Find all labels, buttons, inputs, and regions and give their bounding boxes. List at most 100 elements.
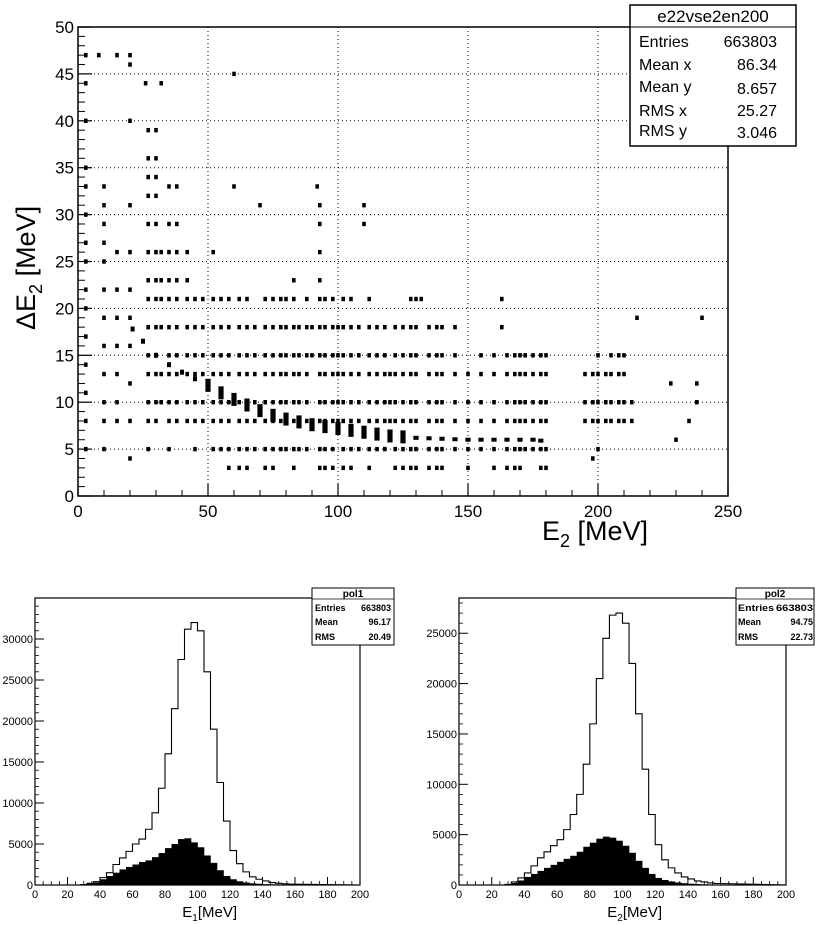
scatter-point bbox=[245, 324, 249, 330]
y-tick-label: 0 bbox=[65, 487, 74, 506]
scatter-point bbox=[622, 418, 626, 424]
scatter-point bbox=[479, 371, 483, 377]
histogram-filled-bin bbox=[223, 875, 231, 885]
scatter-point bbox=[414, 465, 418, 471]
scatter-point bbox=[185, 418, 189, 424]
scatter-point bbox=[583, 418, 587, 424]
scatter-point bbox=[97, 52, 101, 58]
scatter-point bbox=[297, 446, 301, 452]
scatter-point bbox=[323, 465, 327, 471]
histogram-e1: 0 20 40 60 80 100 120 140 160 180 200 0 5000 10000 15… bbox=[2, 587, 395, 924]
scatter-point bbox=[323, 371, 327, 377]
scatter-point bbox=[185, 296, 189, 302]
scatter-point bbox=[305, 400, 309, 405]
stats-mean-value: 94.75 bbox=[790, 617, 813, 627]
scatter-point bbox=[227, 371, 231, 377]
scatter-stats-box: e22vse2en200 Entries 663803 Mean x 86.34… bbox=[629, 4, 797, 147]
scatter-point bbox=[284, 446, 288, 452]
scatter-point bbox=[318, 249, 322, 255]
scatter-point bbox=[518, 465, 522, 471]
histogram-filled-bin bbox=[204, 855, 211, 885]
scatter-band-cell bbox=[296, 415, 302, 429]
scatter-point bbox=[167, 371, 171, 377]
scatter-point bbox=[175, 278, 179, 283]
scatter-point bbox=[440, 465, 444, 471]
scatter-point bbox=[518, 353, 522, 358]
histogram-filled-bin bbox=[602, 836, 610, 885]
scatter-point bbox=[102, 343, 106, 349]
stats-entries-value: 663803 bbox=[724, 34, 777, 51]
y-tick-label: 20000 bbox=[426, 679, 457, 691]
scatter-point bbox=[193, 296, 197, 302]
scatter-point bbox=[367, 324, 371, 330]
scatter-point bbox=[492, 418, 496, 424]
scatter-point bbox=[175, 221, 179, 227]
scatter-point bbox=[245, 446, 249, 452]
scatter-point bbox=[513, 400, 517, 405]
scatter-point bbox=[453, 446, 457, 452]
scatter-point bbox=[531, 446, 535, 452]
scatter-point bbox=[596, 446, 600, 452]
scatter-point bbox=[349, 324, 353, 330]
scatter-point bbox=[414, 446, 418, 452]
x-tick-label: 140 bbox=[253, 889, 271, 901]
scatter-band-cell bbox=[348, 423, 354, 437]
scatter-point bbox=[383, 353, 387, 358]
scatter-point bbox=[318, 400, 322, 405]
scatter-band bbox=[130, 326, 544, 444]
scatter-point bbox=[383, 371, 387, 377]
scatter-point bbox=[409, 353, 413, 358]
histogram-filled-bin bbox=[661, 879, 669, 885]
stats-rms-x-value: 25.27 bbox=[737, 103, 777, 120]
x-tick-label: 100 bbox=[188, 889, 206, 901]
histogram-filled-bin bbox=[210, 862, 218, 885]
scatter-point bbox=[167, 296, 171, 302]
scatter-point bbox=[331, 400, 335, 405]
scatter-point bbox=[201, 371, 205, 377]
scatter-point bbox=[518, 400, 522, 405]
scatter-band-cell bbox=[491, 437, 497, 442]
scatter-point bbox=[128, 249, 132, 255]
histogram-e1-frame bbox=[34, 597, 361, 886]
scatter-point bbox=[219, 371, 223, 377]
scatter-point bbox=[253, 418, 257, 424]
scatter-point bbox=[609, 371, 613, 377]
scatter-point bbox=[349, 296, 353, 302]
scatter-point bbox=[263, 296, 267, 302]
scatter-point bbox=[375, 446, 379, 452]
y-tick-label: 40 bbox=[55, 112, 74, 131]
scatter-point bbox=[154, 278, 158, 283]
scatter-band-cell bbox=[374, 427, 380, 441]
scatter-point bbox=[357, 353, 361, 358]
scatter-point bbox=[193, 324, 197, 330]
scatter-point bbox=[284, 324, 288, 330]
x-tick-label: 250 bbox=[714, 502, 742, 521]
scatter-point bbox=[367, 353, 371, 358]
scatter-point bbox=[539, 418, 543, 424]
histogram-filled-bin bbox=[524, 876, 532, 885]
scatter-point bbox=[271, 324, 275, 330]
stats-box-frame bbox=[311, 587, 395, 646]
scatter-point bbox=[146, 371, 150, 377]
scatter-point bbox=[271, 296, 275, 302]
x-tick-label: 40 bbox=[518, 889, 530, 901]
scatter-point bbox=[146, 174, 150, 180]
scatter-point bbox=[305, 324, 309, 330]
histogram-filled-bin bbox=[517, 880, 525, 885]
scatter-point bbox=[367, 371, 371, 377]
scatter-point bbox=[604, 400, 608, 405]
x-tick-label: 60 bbox=[551, 889, 563, 901]
scatter-point bbox=[409, 418, 413, 424]
x-tick-label: 180 bbox=[318, 889, 336, 901]
scatter-point bbox=[154, 371, 158, 377]
scatter-point bbox=[401, 418, 405, 424]
histogram-filled-bin bbox=[511, 882, 519, 885]
scatter-point bbox=[193, 418, 197, 424]
scatter-point bbox=[409, 400, 413, 405]
scatter-point bbox=[167, 418, 171, 424]
scatter-point bbox=[539, 400, 543, 405]
scatter-point bbox=[115, 52, 119, 58]
scatter-point bbox=[591, 418, 595, 424]
histogram-filled-bin bbox=[629, 852, 636, 885]
scatter-point bbox=[167, 278, 171, 283]
